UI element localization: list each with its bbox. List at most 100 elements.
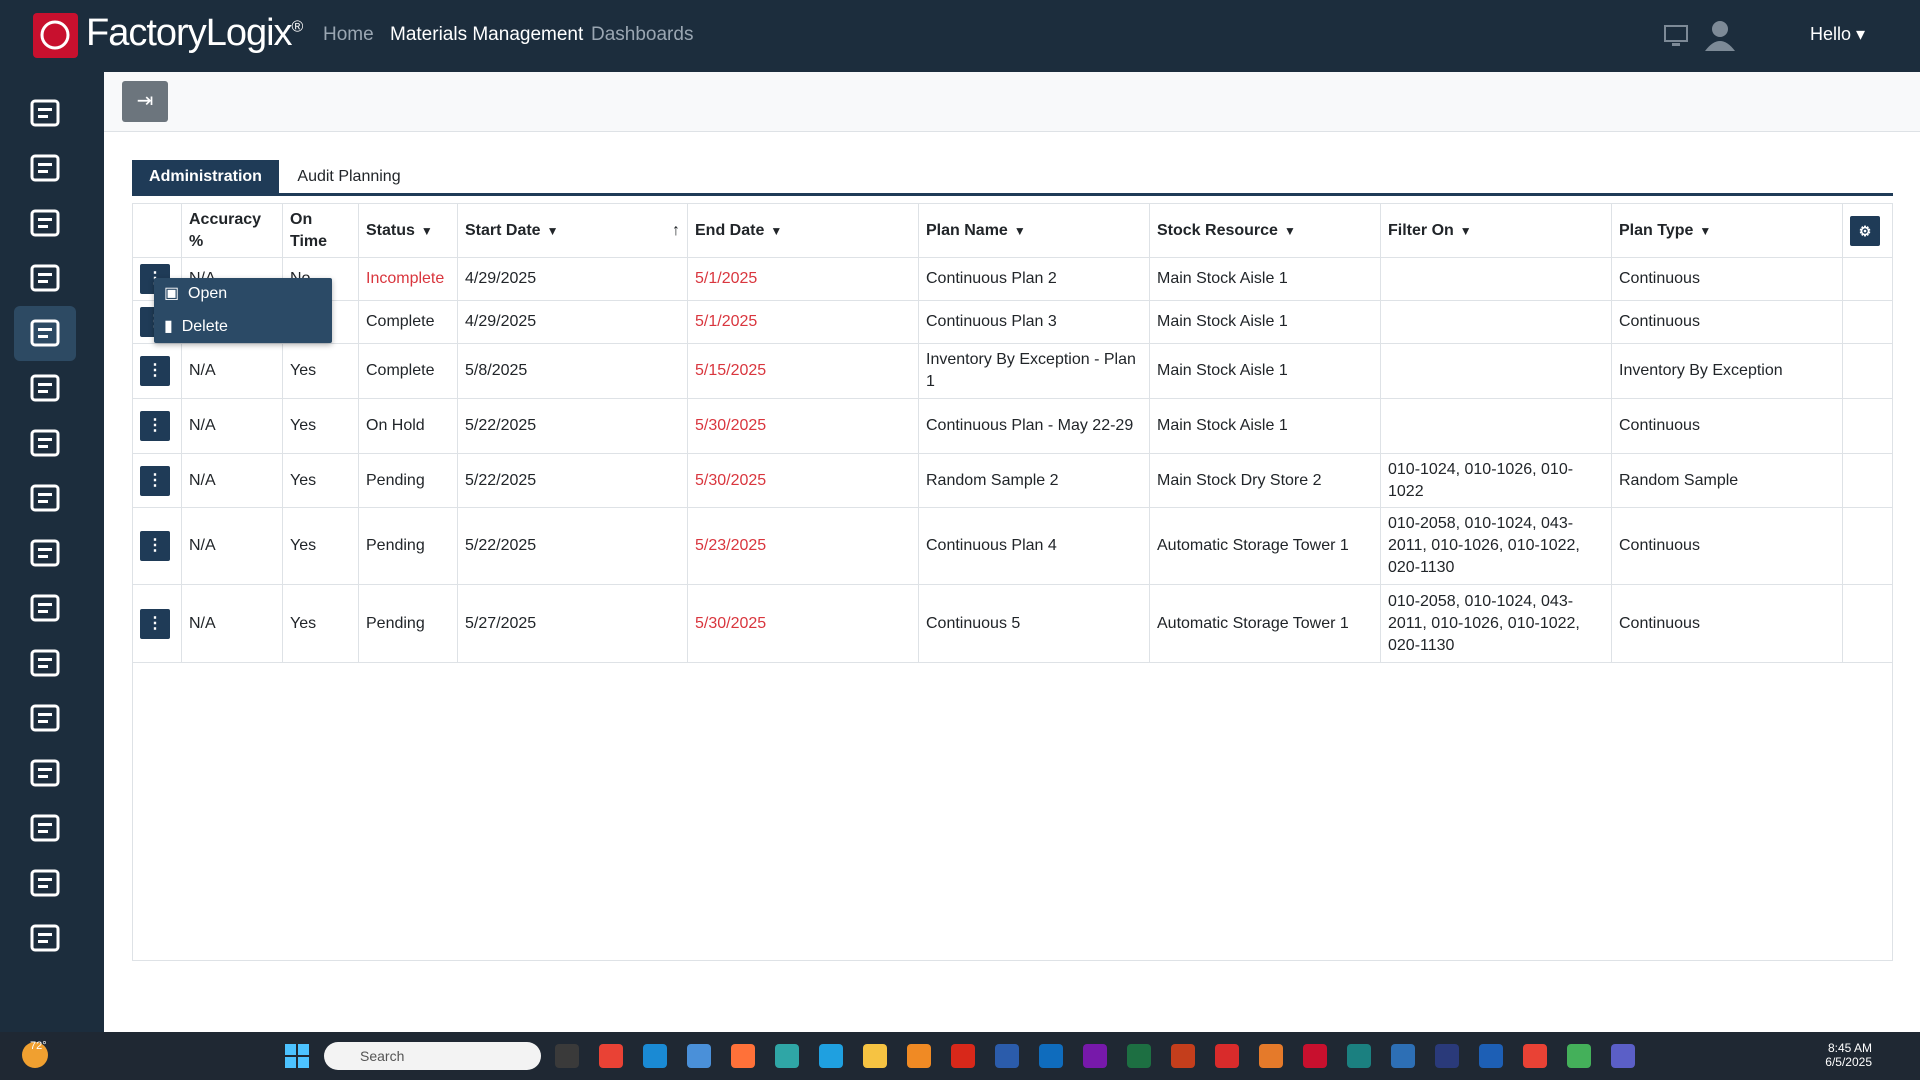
header-cell: On Time bbox=[282, 203, 359, 258]
table-cell: Pending bbox=[358, 507, 458, 585]
taskbar-app[interactable] bbox=[1083, 1044, 1107, 1068]
action-cell: ⋮ bbox=[132, 343, 182, 399]
row-menu-button[interactable]: ⋮ bbox=[140, 608, 170, 639]
taskbar-app[interactable] bbox=[599, 1044, 623, 1068]
nav-link[interactable]: Home bbox=[323, 24, 374, 45]
clock: 8:45 AM 6/5/2025 bbox=[1812, 1041, 1872, 1069]
taskbar-app[interactable] bbox=[1391, 1044, 1415, 1068]
cell-text: Automatic Storage Tower 1 bbox=[1157, 614, 1349, 632]
header-cell: Plan Name ▼ bbox=[918, 203, 1150, 258]
taskbar-app[interactable] bbox=[819, 1044, 843, 1068]
menu-item[interactable]: ▮ Delete bbox=[164, 318, 228, 335]
cell-text: Yes bbox=[290, 417, 317, 434]
column-title: Accuracy % bbox=[189, 210, 262, 250]
taskbar-app[interactable] bbox=[1435, 1044, 1459, 1068]
tab[interactable]: Audit Planning bbox=[297, 168, 401, 185]
taskbar-app[interactable] bbox=[687, 1044, 711, 1068]
cell-text: 5/30/2025 bbox=[695, 471, 767, 489]
taskbar-app[interactable] bbox=[555, 1044, 579, 1068]
weather-icon[interactable] bbox=[22, 1042, 48, 1068]
taskbar-app[interactable] bbox=[1611, 1044, 1635, 1068]
nav-link[interactable]: Materials Management bbox=[390, 24, 584, 45]
filter-icon[interactable]: ▼ bbox=[1699, 223, 1712, 238]
sidebar-item[interactable] bbox=[14, 746, 76, 801]
cell-text: Inventory By Exception bbox=[1619, 362, 1783, 379]
taskbar-app[interactable] bbox=[775, 1044, 799, 1068]
sidebar-item[interactable] bbox=[14, 306, 76, 361]
taskbar-app[interactable] bbox=[1523, 1044, 1547, 1068]
user-icon[interactable] bbox=[1704, 19, 1736, 51]
taskbar-app[interactable] bbox=[1303, 1044, 1327, 1068]
sidebar-item[interactable] bbox=[14, 251, 76, 306]
sidebar-item[interactable] bbox=[14, 416, 76, 471]
cell-text: Yes bbox=[290, 471, 317, 489]
taskbar-app[interactable] bbox=[951, 1044, 975, 1068]
expand-button[interactable]: ⇥ bbox=[122, 81, 168, 122]
taskbar-app[interactable] bbox=[863, 1044, 887, 1068]
cell-text: 5/8/2025 bbox=[465, 362, 528, 379]
taskbar-app[interactable] bbox=[643, 1044, 667, 1068]
filter-icon[interactable]: ▼ bbox=[1013, 223, 1026, 238]
taskbar-app[interactable] bbox=[1171, 1044, 1195, 1068]
taskbar-app[interactable] bbox=[1127, 1044, 1151, 1068]
taskbar-app[interactable] bbox=[1259, 1044, 1283, 1068]
filter-icon[interactable]: ▼ bbox=[1283, 223, 1296, 238]
filter-icon[interactable]: ▼ bbox=[420, 223, 433, 238]
taskbar-app[interactable] bbox=[907, 1044, 931, 1068]
filter-icon[interactable]: ▼ bbox=[1459, 223, 1472, 238]
table-cell: Continuous Plan 2 bbox=[918, 257, 1150, 301]
filter-icon[interactable]: ▼ bbox=[770, 223, 783, 238]
taskbar-app[interactable] bbox=[1479, 1044, 1503, 1068]
taskbar-app[interactable] bbox=[1347, 1044, 1371, 1068]
taskbar-app[interactable] bbox=[995, 1044, 1019, 1068]
cell-text: Complete bbox=[366, 362, 435, 379]
row-menu-button[interactable]: ⋮ bbox=[140, 411, 170, 441]
table-cell: Continuous bbox=[1611, 300, 1843, 344]
taskbar-app[interactable] bbox=[1215, 1044, 1239, 1068]
sidebar-item[interactable] bbox=[14, 911, 76, 966]
sidebar-item[interactable] bbox=[14, 856, 76, 911]
monitor-icon[interactable] bbox=[1664, 25, 1688, 47]
nav-link[interactable]: Dashboards bbox=[591, 24, 694, 45]
sidebar-item[interactable] bbox=[14, 801, 76, 856]
table-row: ⋮ N/A Yes Pending 5/27/2025 5/30/2025 Continuo… bbox=[132, 584, 1893, 663]
sidebar-item[interactable] bbox=[14, 361, 76, 416]
sidebar bbox=[0, 72, 104, 1032]
sidebar-item[interactable] bbox=[14, 581, 76, 636]
table-cell bbox=[1842, 507, 1893, 585]
sidebar-item[interactable] bbox=[14, 636, 76, 691]
row-menu-button[interactable]: ⋮ bbox=[140, 465, 170, 496]
sidebar-item[interactable] bbox=[14, 196, 76, 251]
taskbar-app[interactable] bbox=[731, 1044, 755, 1068]
filter-icon[interactable]: ▼ bbox=[546, 223, 559, 238]
taskbar-app[interactable] bbox=[1567, 1044, 1591, 1068]
sidebar-item[interactable] bbox=[14, 471, 76, 526]
start-button[interactable] bbox=[285, 1044, 309, 1068]
row-menu-button[interactable]: ⋮ bbox=[140, 531, 170, 561]
sidebar-item[interactable] bbox=[14, 691, 76, 746]
sidebar-icon bbox=[30, 539, 60, 567]
tab[interactable]: Administration bbox=[132, 160, 279, 193]
action-cell: ⋮ bbox=[132, 398, 182, 454]
cell-text: 010-1024, 010-1026, 010-1022 bbox=[1388, 460, 1574, 500]
cell-text: 5/22/2025 bbox=[465, 471, 537, 489]
search-box[interactable]: Search bbox=[324, 1042, 541, 1070]
sidebar-item[interactable] bbox=[14, 86, 76, 141]
taskbar-app[interactable] bbox=[1039, 1044, 1063, 1068]
menu-item[interactable]: ▣ Open bbox=[164, 285, 228, 302]
table-cell: 5/1/2025 bbox=[687, 300, 919, 344]
cell-text: Pending bbox=[366, 614, 425, 632]
table-cell: Random Sample 2 bbox=[918, 453, 1150, 508]
table-cell: 4/29/2025 bbox=[457, 300, 688, 344]
row-menu-button[interactable]: ⋮ bbox=[140, 356, 170, 386]
sidebar-icon bbox=[30, 264, 60, 292]
cell-text: 5/1/2025 bbox=[695, 270, 758, 287]
user-menu[interactable]: Hello ▾ bbox=[1810, 24, 1866, 44]
table-cell: 5/23/2025 bbox=[687, 507, 919, 585]
sidebar-item[interactable] bbox=[14, 141, 76, 196]
table-cell: Yes bbox=[282, 453, 359, 508]
settings-button[interactable]: ⚙ bbox=[1850, 215, 1880, 246]
table-cell: Main Stock Aisle 1 bbox=[1149, 257, 1381, 301]
sidebar-item[interactable] bbox=[14, 526, 76, 581]
